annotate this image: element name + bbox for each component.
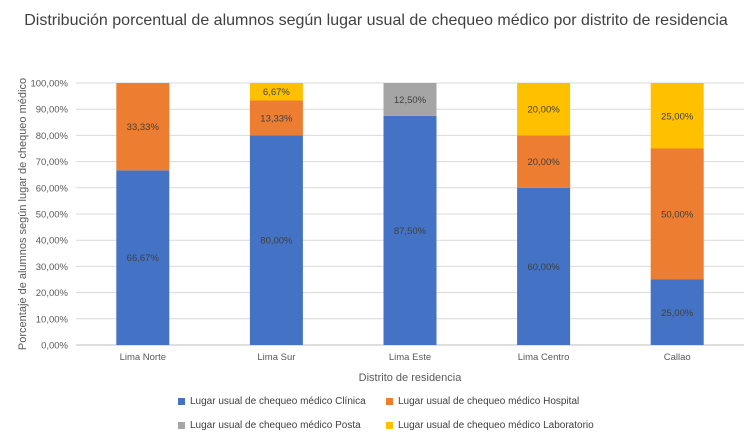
bar-segment (650, 148, 704, 280)
x-tick-label: Callao (664, 352, 691, 363)
legend-label: Lugar usual de chequeo médico Clínica (190, 396, 366, 407)
data-label: 50,00% (661, 210, 694, 221)
legend-swatch (178, 398, 185, 405)
chart-title: Distribución porcentual de alumnos según… (24, 12, 728, 29)
x-tick-label: Lima Sur (257, 352, 295, 363)
legend-swatch (178, 422, 185, 429)
legend-item: Lugar usual de chequeo médico Posta (178, 420, 361, 431)
bar-segment (650, 279, 704, 345)
y-tick-label: 60,00% (36, 183, 69, 194)
y-tick-label: 30,00% (36, 262, 69, 273)
bar-segment (517, 187, 571, 345)
x-tick-label: Lima Este (389, 352, 431, 363)
y-tick-label: 80,00% (36, 131, 69, 142)
legend-item: Lugar usual de chequeo médico Clínica (178, 396, 366, 407)
data-label: 25,00% (661, 111, 694, 122)
y-tick-label: 20,00% (36, 288, 69, 299)
legend-item: Lugar usual de chequeo médico Laboratori… (386, 420, 594, 431)
bar-segment (116, 170, 170, 345)
data-label: 6,67% (263, 87, 290, 98)
legend-swatch (386, 422, 393, 429)
data-label: 20,00% (527, 157, 560, 168)
y-tick-label: 50,00% (36, 210, 69, 221)
bar-segment (249, 135, 303, 345)
y-tick-label: 90,00% (36, 105, 69, 116)
x-axis-label: Distrito de residencia (359, 372, 463, 384)
data-label: 33,33% (127, 122, 160, 133)
y-tick-label: 10,00% (36, 314, 69, 325)
x-tick-label: Lima Centro (518, 352, 570, 363)
bar-segment (249, 100, 303, 136)
data-label: 80,00% (260, 236, 293, 247)
bar-segment (517, 135, 571, 188)
bar-segment (383, 115, 437, 345)
y-tick-label: 40,00% (36, 236, 69, 247)
data-label: 25,00% (661, 308, 694, 319)
bar-segment (249, 83, 303, 101)
legend-item: Lugar usual de chequeo médico Hospital (386, 396, 579, 407)
data-label: 60,00% (527, 262, 560, 273)
legend-label: Lugar usual de chequeo médico Posta (190, 420, 361, 431)
data-label: 87,50% (394, 226, 427, 237)
bar-segment (383, 83, 437, 116)
y-tick-label: 70,00% (36, 157, 69, 168)
data-label: 20,00% (527, 105, 560, 116)
y-tick-label: 0,00% (41, 341, 68, 352)
legend-label: Lugar usual de chequeo médico Laboratori… (398, 420, 594, 431)
bar-segment (517, 83, 571, 136)
x-tick-label: Lima Norte (120, 352, 166, 363)
data-label: 66,67% (127, 253, 160, 264)
y-tick-label: 100,00% (30, 79, 68, 90)
legend-swatch (386, 398, 393, 405)
data-label: 12,50% (394, 95, 427, 106)
y-axis-label: Porcentaje de alumnos según lugar de che… (17, 78, 29, 350)
bar-segment (116, 83, 170, 171)
legend-label: Lugar usual de chequeo médico Hospital (398, 396, 580, 407)
data-label: 13,33% (260, 113, 293, 124)
bar-segment (650, 83, 704, 149)
